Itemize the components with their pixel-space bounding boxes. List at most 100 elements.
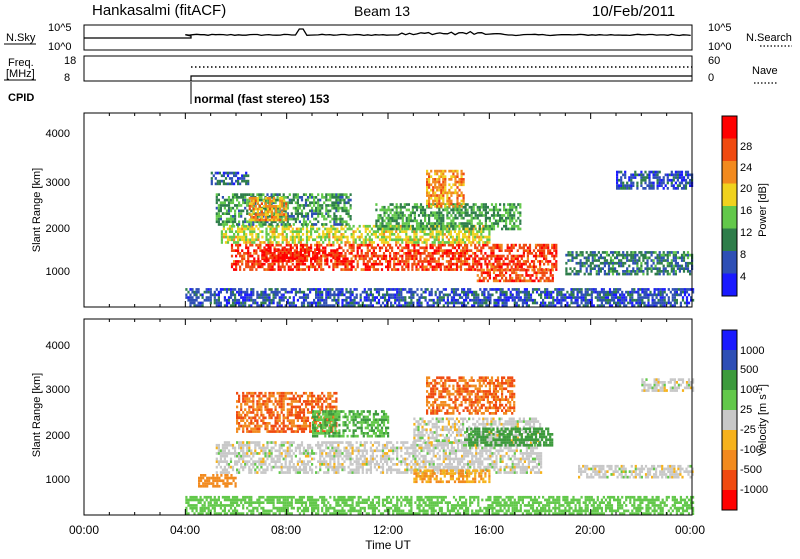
power-cell bbox=[223, 236, 225, 239]
power-cell bbox=[531, 252, 533, 255]
power-cell bbox=[337, 199, 339, 202]
power-cell bbox=[457, 294, 459, 297]
power-cell bbox=[560, 288, 562, 291]
power-cell bbox=[450, 178, 452, 181]
power-cell bbox=[387, 263, 389, 266]
power-cell bbox=[520, 296, 522, 299]
power-cell bbox=[689, 174, 691, 177]
power-cell bbox=[679, 171, 681, 174]
power-cell bbox=[297, 196, 299, 199]
power-cell bbox=[257, 200, 259, 203]
power-cell bbox=[440, 225, 442, 228]
power-cell bbox=[577, 302, 579, 305]
power-cell bbox=[602, 262, 604, 265]
power-cell bbox=[246, 299, 248, 302]
power-cell bbox=[310, 236, 312, 239]
power-cell bbox=[306, 266, 308, 269]
power-cell bbox=[401, 238, 403, 241]
power-cell bbox=[414, 217, 416, 220]
power-cell bbox=[617, 296, 619, 299]
power-cell bbox=[456, 238, 458, 241]
power-cell bbox=[224, 207, 226, 210]
power-cell bbox=[283, 200, 285, 203]
power-cell bbox=[359, 247, 361, 250]
power-cell bbox=[544, 294, 546, 297]
power-cell bbox=[314, 230, 316, 233]
power-cell bbox=[436, 252, 438, 255]
power-cell bbox=[363, 241, 365, 244]
power-cell bbox=[269, 248, 271, 251]
power-cell bbox=[272, 257, 274, 260]
power-cell bbox=[657, 171, 659, 174]
power-cell bbox=[515, 206, 517, 209]
power-cell bbox=[651, 265, 653, 268]
power-cell bbox=[327, 288, 329, 291]
power-cell bbox=[377, 244, 379, 247]
power-colorbar-band bbox=[722, 251, 737, 274]
power-cell bbox=[300, 251, 302, 254]
power-cell bbox=[479, 269, 481, 272]
power-cell bbox=[294, 257, 296, 260]
power-cell bbox=[454, 241, 456, 244]
power-cell bbox=[247, 183, 249, 186]
power-cell bbox=[343, 199, 345, 202]
power-cell bbox=[342, 233, 344, 236]
power-cell bbox=[621, 296, 623, 299]
power-cell bbox=[292, 263, 294, 266]
power-cell bbox=[424, 238, 426, 241]
power-cell bbox=[297, 299, 299, 302]
power-cell bbox=[239, 228, 241, 231]
power-cell bbox=[673, 251, 675, 254]
power-cell bbox=[527, 274, 529, 277]
power-cell bbox=[658, 291, 660, 294]
power-cell bbox=[484, 252, 486, 255]
power-cell bbox=[325, 291, 327, 294]
power-cell bbox=[517, 263, 519, 266]
power-cell bbox=[269, 236, 271, 239]
power-cell bbox=[231, 255, 233, 258]
power-cell bbox=[483, 277, 485, 280]
power-cell bbox=[458, 244, 460, 247]
power-cell bbox=[432, 194, 434, 197]
power-cell bbox=[442, 249, 444, 252]
power-cell bbox=[452, 225, 454, 228]
power-cell bbox=[550, 280, 552, 283]
power-cell bbox=[281, 197, 283, 200]
power-cell bbox=[308, 248, 310, 251]
power-cell bbox=[261, 241, 263, 244]
power-cell bbox=[527, 280, 529, 283]
power-cell bbox=[518, 288, 520, 291]
power-cell bbox=[442, 178, 444, 181]
power-cell bbox=[536, 288, 538, 291]
power-cell bbox=[448, 249, 450, 252]
power-cell bbox=[450, 222, 452, 225]
power-cell bbox=[543, 244, 545, 247]
power-cell bbox=[335, 201, 337, 204]
power-cell bbox=[409, 252, 411, 255]
power-cell bbox=[487, 296, 489, 299]
power-cell bbox=[421, 266, 423, 269]
power-cell bbox=[588, 254, 590, 257]
power-cell bbox=[434, 211, 436, 214]
power-cell bbox=[454, 252, 456, 255]
power-cell bbox=[339, 291, 341, 294]
power-cell bbox=[375, 247, 377, 250]
power-cell bbox=[491, 203, 493, 206]
power-cell bbox=[214, 291, 216, 294]
power-cell bbox=[469, 228, 471, 231]
power-cell bbox=[632, 270, 634, 273]
power-cell bbox=[642, 176, 644, 179]
power-cell bbox=[638, 251, 640, 254]
power-cell bbox=[556, 288, 558, 291]
power-cell bbox=[325, 196, 327, 199]
power-cell bbox=[462, 255, 464, 258]
power-cell bbox=[405, 247, 407, 250]
power-cell bbox=[419, 260, 421, 263]
power-cell bbox=[612, 265, 614, 268]
power-cell bbox=[588, 259, 590, 262]
power-cell bbox=[242, 220, 244, 223]
power-cell bbox=[396, 211, 398, 214]
power-cell bbox=[332, 228, 334, 231]
power-cell bbox=[400, 299, 402, 302]
power-cell bbox=[615, 291, 617, 294]
